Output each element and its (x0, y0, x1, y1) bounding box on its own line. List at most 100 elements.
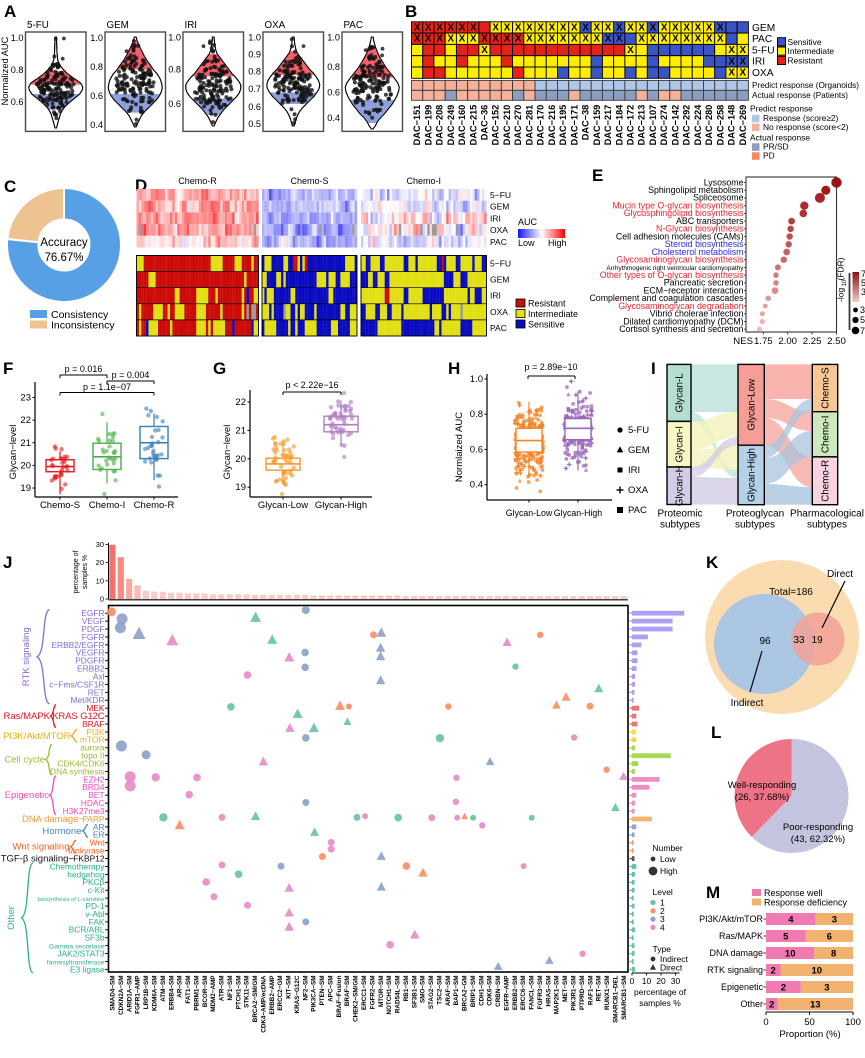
svg-text:0: 0 (630, 976, 635, 986)
svg-text:p = 0.016: p = 0.016 (65, 364, 103, 374)
svg-text:8: 8 (831, 949, 836, 960)
svg-text:C: C (4, 177, 16, 196)
svg-text:N-Glycan biosynthesis: N-Glycan biosynthesis (656, 224, 744, 234)
svg-text:X: X (492, 22, 499, 33)
svg-text:aurora: aurora (80, 743, 105, 753)
svg-text:NF2−SM: NF2−SM (302, 976, 309, 1001)
svg-text:KRAS G12C: KRAS G12C (52, 711, 104, 721)
svg-text:X: X (683, 34, 690, 45)
svg-text:BRCA2−GM: BRCA2−GM (462, 976, 469, 1012)
svg-text:Response well: Response well (764, 888, 823, 898)
svg-text:Glycan-Low: Glycan-Low (258, 500, 308, 511)
svg-text:OXA: OXA (490, 225, 508, 235)
svg-text:10: 10 (642, 976, 652, 986)
svg-text:10: 10 (842, 279, 848, 286)
svg-text:Chemo-R: Chemo-R (820, 460, 831, 502)
svg-text:22: 22 (20, 415, 31, 426)
svg-text:I: I (651, 359, 656, 378)
svg-text:X: X (728, 68, 735, 79)
svg-text:NOTCH1−SM: NOTCH1−SM (386, 976, 393, 1015)
svg-text:DAC−270: DAC−270 (513, 105, 523, 146)
svg-text:BET: BET (88, 790, 104, 800)
svg-text:SF3b: SF3b (84, 933, 104, 943)
svg-text:Chemo-R: Chemo-R (134, 500, 175, 511)
svg-text:Met/KDR: Met/KDR (71, 695, 105, 705)
svg-text:Normlaized AUC: Normlaized AUC (454, 412, 465, 482)
svg-text:0.6: 0.6 (470, 444, 483, 455)
svg-text:PIK3CA−SM: PIK3CA−SM (311, 976, 318, 1012)
svg-text:3: 3 (824, 983, 829, 994)
svg-text:X: X (459, 34, 466, 45)
svg-text:X: X (537, 34, 544, 45)
svg-text:Glycan-Low: Glycan-Low (506, 508, 553, 518)
svg-text:0.7: 0.7 (248, 84, 261, 94)
svg-text:20: 20 (20, 460, 31, 471)
svg-text:30: 30 (96, 540, 104, 549)
svg-text:DAC−280: DAC−280 (704, 105, 714, 146)
svg-text:High: High (548, 238, 567, 248)
svg-text:0.6: 0.6 (327, 88, 340, 98)
svg-text:X: X (650, 34, 657, 45)
svg-text:X: X (549, 34, 556, 45)
svg-text:0.6: 0.6 (168, 99, 181, 109)
svg-text:X: X (728, 45, 735, 56)
svg-text:VEGFR: VEGFR (76, 648, 105, 658)
svg-text:-log: -log (836, 288, 846, 302)
svg-text:5-FU: 5-FU (752, 45, 775, 56)
svg-text:X: X (672, 34, 679, 45)
svg-text:KIT−SM: KIT−SM (286, 976, 293, 999)
svg-text:CRBN−SM: CRBN−SM (495, 976, 502, 1007)
svg-text:Cell cycle: Cell cycle (4, 755, 45, 766)
svg-text:RAD54L−SM: RAD54L−SM (395, 976, 402, 1014)
svg-text:DAC−107: DAC−107 (648, 105, 658, 146)
svg-text:Resistant: Resistant (788, 56, 824, 66)
svg-text:20: 20 (96, 558, 104, 567)
svg-text:5: 5 (860, 315, 865, 325)
svg-text:ERCC6−SM: ERCC6−SM (520, 976, 527, 1010)
svg-text:X: X (638, 22, 645, 33)
svg-text:X: X (717, 22, 724, 33)
svg-text:X: X (616, 34, 623, 45)
svg-text:EGFR: EGFR (81, 608, 104, 618)
svg-text:96: 96 (759, 636, 771, 647)
svg-text:BRCA2−SM/GM: BRCA2−SM/GM (252, 976, 259, 1023)
svg-text:DAC−171: DAC−171 (569, 105, 579, 146)
svg-text:13: 13 (810, 1000, 821, 1011)
svg-text:0.4: 0.4 (470, 480, 483, 491)
svg-text:PAC: PAC (628, 505, 647, 516)
svg-text:X: X (594, 22, 601, 33)
svg-text:MEK: MEK (86, 703, 105, 713)
svg-text:Response (score≥2): Response (score≥2) (763, 113, 839, 123)
svg-text:6: 6 (827, 932, 832, 943)
svg-text:hedgehog: hedgehog (67, 869, 105, 879)
svg-text:X: X (672, 22, 679, 33)
svg-text:Wnt signaling: Wnt signaling (12, 842, 69, 853)
svg-text:X: X (436, 34, 443, 45)
svg-text:ER: ER (93, 830, 105, 840)
svg-text:DAC−208: DAC−208 (435, 105, 445, 146)
svg-text:Glycan-High: Glycan-High (554, 508, 603, 518)
svg-text:Gamma secretase: Gamma secretase (49, 944, 105, 951)
svg-text:DNA damage−: DNA damage− (22, 814, 85, 825)
svg-text:22: 22 (235, 397, 246, 408)
svg-text:Epigenetic: Epigenetic (5, 790, 50, 801)
svg-text:30: 30 (671, 976, 681, 986)
svg-text:Glycosphingolipid biosynthesis: Glycosphingolipid biosynthesis (624, 208, 744, 218)
svg-text:3: 3 (860, 305, 865, 315)
svg-text:Chemo-S: Chemo-S (40, 500, 80, 511)
svg-text:BRAF: BRAF (82, 719, 104, 729)
svg-text:EGFR−AMP: EGFR−AMP (504, 976, 511, 1011)
svg-text:Predict response (Organoids): Predict response (Organoids) (752, 81, 859, 90)
svg-text:Sensitive: Sensitive (788, 37, 822, 47)
svg-text:IRI: IRI (185, 20, 198, 31)
svg-text:0: 0 (763, 1017, 768, 1028)
svg-text:0.4: 0.4 (90, 120, 103, 130)
svg-text:ERBB4−SM: ERBB4−SM (168, 976, 175, 1010)
svg-text:BRAF−SM: BRAF−SM (344, 976, 351, 1007)
svg-text:DAC−216: DAC−216 (547, 105, 557, 146)
svg-text:3: 3 (660, 914, 665, 924)
svg-text:Actual response (Patients): Actual response (Patients) (752, 91, 848, 100)
svg-text:X: X (717, 34, 724, 45)
svg-text:Axl: Axl (93, 671, 105, 681)
svg-text:mTOR: mTOR (80, 735, 105, 745)
